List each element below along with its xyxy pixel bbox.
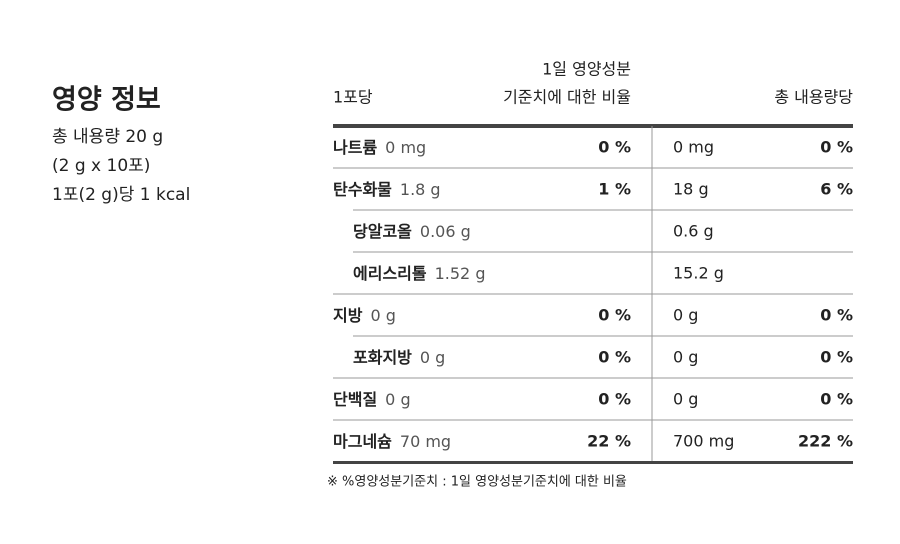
total-amount: 0 g [673, 306, 698, 325]
summary-line: 총 내용량 20 g [52, 127, 163, 147]
total-amount: 0.6 g [673, 222, 714, 241]
nutrient-name: 단백질 [333, 390, 377, 409]
total-pct: 0 % [820, 390, 853, 409]
nutrient-amount: 0 g [370, 306, 395, 325]
title: 영양 정보 [52, 85, 161, 116]
nutrient-amount: 0 g [420, 348, 445, 367]
nutrient-name: 에리스리톨 [353, 264, 427, 283]
total-pct: 222 % [798, 432, 853, 451]
total-pct: 0 % [820, 306, 853, 325]
nutrient: 지방 0 g [333, 306, 396, 325]
nutrient-amount: 0.06 g [420, 222, 471, 241]
daily-pct: 1 % [598, 180, 631, 199]
nutrient-amount: 1.8 g [400, 180, 441, 199]
nutrient-amount: 0 g [385, 390, 410, 409]
table-bottom-rule [333, 461, 853, 464]
total-pct: 0 % [820, 348, 853, 367]
column-header: 기준치에 대한 비율 [503, 88, 631, 107]
total-amount: 0 g [673, 348, 698, 367]
summary-line: 1포(2 g)당 1 kcal [52, 185, 190, 205]
nutrient-amount: 0 mg [385, 138, 426, 157]
daily-pct: 0 % [598, 306, 631, 325]
nutrient-name: 지방 [333, 306, 363, 325]
nutrient: 포화지방 0 g [353, 348, 445, 367]
column-header: 1일 영양성분 [542, 60, 631, 79]
nutrient-name: 마그네슘 [333, 432, 392, 451]
nutrient-amount: 1.52 g [435, 264, 486, 283]
footnote: ※ %영양성분기준치 : 1일 영양성분기준치에 대한 비율 [327, 475, 627, 490]
total-amount: 0 g [673, 390, 698, 409]
nutrient-amount: 70 mg [400, 432, 451, 451]
total-pct: 0 % [820, 138, 853, 157]
daily-pct: 0 % [598, 390, 631, 409]
column-header: 1포당 [333, 88, 373, 107]
nutrient-name: 나트륨 [333, 138, 377, 157]
total-amount: 0 mg [673, 138, 714, 157]
nutrient: 탄수화물 1.8 g [333, 180, 441, 199]
daily-pct: 22 % [587, 432, 631, 451]
nutrient: 당알코올 0.06 g [353, 222, 471, 241]
nutrient-name: 당알코올 [353, 222, 412, 241]
daily-pct: 0 % [598, 348, 631, 367]
nutrient: 마그네슘 70 mg [333, 432, 451, 451]
nutrient-name: 포화지방 [353, 348, 412, 367]
nutrient: 단백질 0 g [333, 390, 411, 409]
total-amount: 700 mg [673, 432, 734, 451]
column-header: 총 내용량당 [774, 88, 853, 107]
table-top-rule [333, 124, 853, 128]
nutrient: 에리스리톨 1.52 g [353, 264, 485, 283]
nutrient-name: 탄수화물 [333, 180, 392, 199]
total-amount: 15.2 g [673, 264, 724, 283]
total-amount: 18 g [673, 180, 709, 199]
nutrient: 나트륨 0 mg [333, 138, 426, 157]
daily-pct: 0 % [598, 138, 631, 157]
total-pct: 6 % [820, 180, 853, 199]
summary-line: (2 g x 10포) [52, 156, 150, 176]
